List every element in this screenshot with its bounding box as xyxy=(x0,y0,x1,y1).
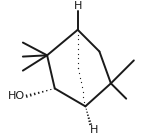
Text: H: H xyxy=(74,1,82,11)
Text: H: H xyxy=(90,125,99,135)
Text: HO: HO xyxy=(8,91,25,101)
